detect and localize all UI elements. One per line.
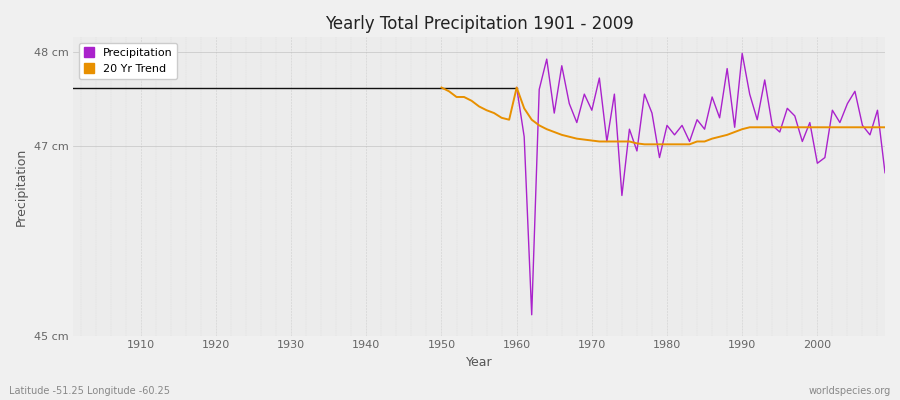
Y-axis label: Precipitation: Precipitation [15,147,28,226]
Title: Yearly Total Precipitation 1901 - 2009: Yearly Total Precipitation 1901 - 2009 [325,15,634,33]
Legend: Precipitation, 20 Yr Trend: Precipitation, 20 Yr Trend [78,43,177,79]
Text: worldspecies.org: worldspecies.org [809,386,891,396]
Text: Latitude -51.25 Longitude -60.25: Latitude -51.25 Longitude -60.25 [9,386,170,396]
X-axis label: Year: Year [466,356,492,369]
